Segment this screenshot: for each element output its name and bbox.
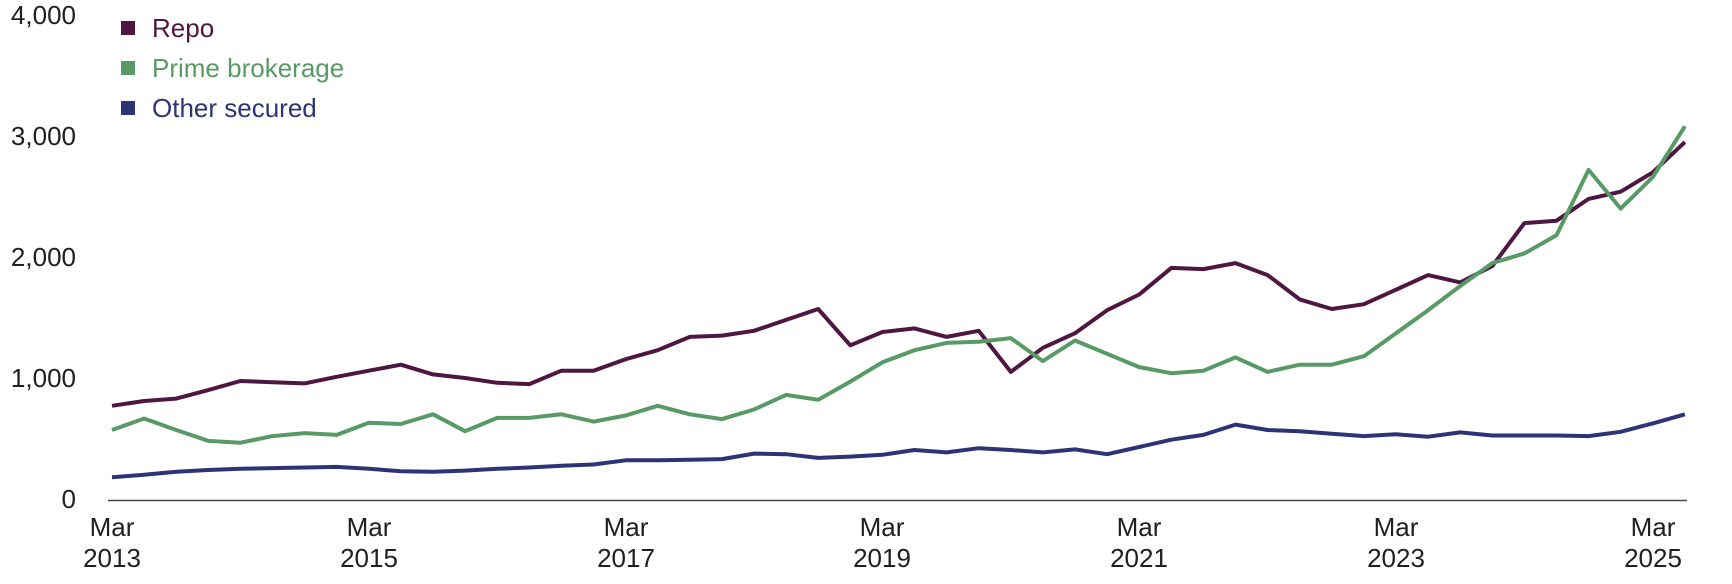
repo-line: [111, 140, 1687, 408]
legend: Repo Prime brokerage Other secured: [121, 8, 344, 128]
legend-item-repo: Repo: [121, 8, 344, 48]
y-tick-label-0: 0: [61, 484, 76, 514]
legend-label-prime-brokerage: Prime brokerage: [152, 52, 345, 83]
legend-item-other-secured: Other secured: [121, 88, 344, 128]
x-tick-label-mar-2017: Mar 2017: [597, 512, 655, 573]
y-tick-label-2000: 2,000: [10, 242, 76, 272]
y-tick-label-4000: 4,000: [10, 0, 76, 30]
x-tick-label-mar-2015: Mar 2015: [340, 512, 398, 573]
legend-label-other-secured: Other secured: [152, 92, 317, 123]
x-tick-label-mar-2025: Mar 2025: [1624, 512, 1682, 573]
legend-label-repo: Repo: [152, 12, 215, 43]
y-tick-label-1000: 1,000: [10, 363, 76, 393]
x-tick-label-mar-2013: Mar 2013: [83, 512, 141, 573]
prime-brokerage-line: [111, 125, 1687, 445]
x-tick-label-mar-2021: Mar 2021: [1110, 512, 1168, 573]
other-secured-line: [111, 412, 1686, 480]
other-secured-swatch-icon: [121, 101, 135, 115]
repo-swatch-icon: [121, 21, 135, 35]
prime-brokerage-swatch-icon: [121, 61, 135, 75]
y-tick-label-3000: 3,000: [10, 121, 76, 151]
x-tick-label-mar-2023: Mar 2023: [1367, 512, 1425, 573]
legend-item-prime-brokerage: Prime brokerage: [121, 48, 344, 88]
x-tick-label-mar-2019: Mar 2019: [853, 512, 911, 573]
